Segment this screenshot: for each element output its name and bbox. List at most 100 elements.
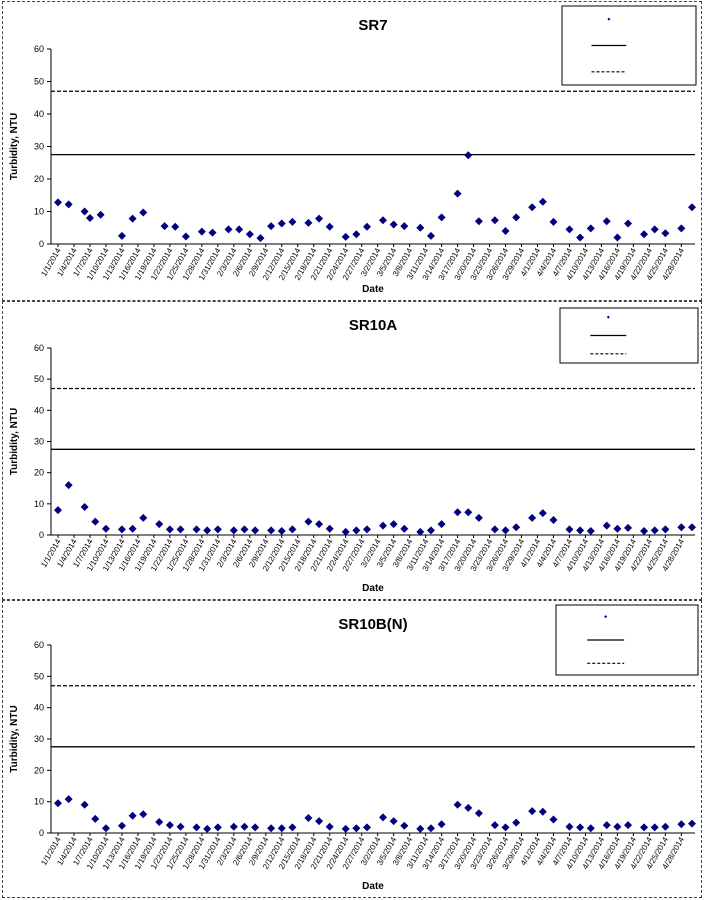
y-tick-label: 10 xyxy=(34,797,44,807)
data-point xyxy=(235,225,244,234)
data-point xyxy=(416,527,425,536)
data-point xyxy=(224,225,233,234)
data-point xyxy=(378,216,387,225)
y-tick-label: 40 xyxy=(34,703,44,713)
y-tick-label: 20 xyxy=(34,765,44,775)
legend-box xyxy=(555,604,699,676)
data-point xyxy=(586,224,595,233)
data-point xyxy=(240,822,249,831)
data-point xyxy=(549,815,558,824)
data-point xyxy=(677,523,686,532)
data-point xyxy=(437,213,446,222)
y-tick-label: 40 xyxy=(34,405,44,415)
data-point xyxy=(426,526,435,535)
data-point xyxy=(586,526,595,535)
data-point xyxy=(549,516,558,525)
data-point xyxy=(624,523,633,532)
data-point xyxy=(512,523,521,532)
data-point xyxy=(80,800,89,809)
data-point xyxy=(160,222,169,231)
y-axis-label: Turbidity, NTU xyxy=(9,113,20,180)
data-point xyxy=(325,524,334,533)
data-point xyxy=(251,526,260,535)
data-point xyxy=(650,225,659,234)
chart-panel-sr10a: SR10A Turbidity, NTU Date 0 10 20 30 40 50 60 1/1/… xyxy=(2,301,702,600)
data-point xyxy=(54,506,62,515)
data-point xyxy=(624,821,633,830)
chart-title: SR10A xyxy=(349,317,398,334)
data-point xyxy=(464,803,473,812)
data-point xyxy=(267,526,276,535)
data-point xyxy=(117,231,126,240)
data-point xyxy=(304,813,313,822)
data-point xyxy=(54,198,62,207)
y-tick-label: 50 xyxy=(34,374,44,384)
y-tick-label: 20 xyxy=(34,468,44,478)
data-point xyxy=(203,824,212,833)
data-point xyxy=(363,222,372,231)
y-tick-label: 10 xyxy=(34,499,44,509)
data-point xyxy=(602,821,611,830)
data-point xyxy=(171,222,180,231)
data-point xyxy=(304,218,313,227)
x-axis-label: Date xyxy=(362,284,384,295)
data-point xyxy=(229,526,238,535)
data-point xyxy=(661,822,670,831)
chart-panel-sr7: SR7 Turbidity, NTU Date 0 10 20 30 40 50 60 1/1/20… xyxy=(2,1,702,301)
data-point xyxy=(165,525,174,534)
data-point xyxy=(139,208,148,217)
data-point xyxy=(389,520,398,529)
data-point xyxy=(613,822,622,831)
data-point xyxy=(677,224,686,233)
data-point xyxy=(453,189,462,198)
data-point xyxy=(54,799,62,808)
data-point xyxy=(576,233,585,242)
data-point xyxy=(464,508,473,517)
data-point xyxy=(512,213,521,222)
data-point xyxy=(602,521,611,530)
chart-title: SR10B(N) xyxy=(338,616,407,633)
data-point xyxy=(613,524,622,533)
data-point xyxy=(64,200,73,209)
data-point xyxy=(650,823,659,832)
data-point xyxy=(128,214,137,223)
data-point xyxy=(474,217,483,226)
y-tick-label: 20 xyxy=(34,174,44,184)
y-tick-label: 40 xyxy=(34,109,44,119)
data-point xyxy=(229,822,238,831)
data-point xyxy=(277,526,286,535)
data-point xyxy=(315,520,324,529)
data-point xyxy=(277,219,286,228)
data-point xyxy=(501,227,510,235)
data-point xyxy=(602,217,611,226)
y-tick-label: 30 xyxy=(34,734,44,744)
data-point xyxy=(192,525,201,534)
data-point xyxy=(490,821,499,830)
legend-marker xyxy=(606,315,610,319)
data-point xyxy=(400,821,409,830)
y-tick-label: 60 xyxy=(34,343,44,353)
data-point xyxy=(528,203,537,212)
data-point xyxy=(288,217,297,226)
y-tick-label: 0 xyxy=(39,239,44,249)
data-point xyxy=(192,823,201,832)
data-point xyxy=(352,824,361,833)
data-point xyxy=(688,819,696,828)
data-point xyxy=(549,217,558,226)
y-tick-label: 50 xyxy=(34,77,44,87)
data-point xyxy=(315,214,324,223)
data-point xyxy=(341,824,350,833)
data-point xyxy=(688,203,696,212)
data-point xyxy=(464,151,473,160)
data-point xyxy=(245,230,254,239)
data-point xyxy=(661,525,670,534)
data-point xyxy=(267,222,276,231)
legend-marker xyxy=(607,17,611,21)
data-point xyxy=(203,526,212,535)
data-point xyxy=(389,220,398,229)
data-point xyxy=(304,517,313,526)
y-tick-label: 0 xyxy=(39,828,44,838)
data-point xyxy=(155,818,164,827)
y-tick-label: 30 xyxy=(34,142,44,152)
